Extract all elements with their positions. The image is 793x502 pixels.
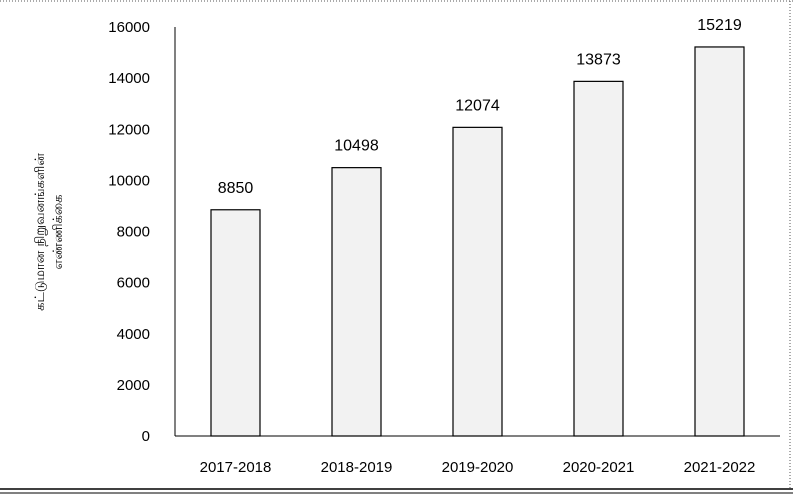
y-tick-label: 4000	[117, 326, 150, 343]
data-labels: 8850 10498 12074 13873 15219	[218, 17, 742, 197]
y-tick-label: 6000	[117, 275, 150, 292]
bars	[210, 46, 745, 437]
x-tick-label: 2017-2018	[200, 459, 272, 476]
x-axis-ticks: 2017-2018 2018-2019 2019-2020 2020-2021 2021…	[200, 459, 756, 476]
y-tick-label: 8000	[117, 224, 150, 241]
y-tick-label: 10000	[108, 172, 150, 189]
y-axis-title-line-1: கட்டுமான நிறுவனங்களின்	[33, 153, 48, 311]
data-label: 13873	[576, 51, 621, 68]
bar	[210, 209, 261, 437]
y-tick-label: 16000	[108, 19, 150, 36]
x-tick-label: 2019-2020	[442, 459, 514, 476]
data-label: 15219	[697, 17, 742, 34]
bar	[694, 46, 745, 437]
y-tick-label: 2000	[117, 377, 150, 394]
x-tick-label: 2020-2021	[563, 459, 635, 476]
y-tick-label: 0	[142, 428, 150, 445]
bar	[573, 80, 624, 437]
y-axis-title: கட்டுமான நிறுவனங்களின் எண்ணிக்கை	[33, 153, 66, 311]
y-axis-title-line-2: எண்ணிக்கை	[51, 195, 66, 270]
y-tick-label: 12000	[108, 121, 150, 138]
y-axis-ticks: 0 2000 4000 6000 8000 10000 12000 14000 16000	[108, 19, 150, 445]
data-label: 12074	[455, 97, 500, 114]
x-tick-label: 2021-2022	[684, 459, 756, 476]
data-label: 10498	[334, 138, 379, 155]
data-label: 8850	[218, 180, 254, 197]
x-tick-label: 2018-2019	[321, 459, 393, 476]
y-tick-label: 14000	[108, 70, 150, 87]
bar	[331, 167, 382, 437]
bar	[452, 126, 503, 437]
